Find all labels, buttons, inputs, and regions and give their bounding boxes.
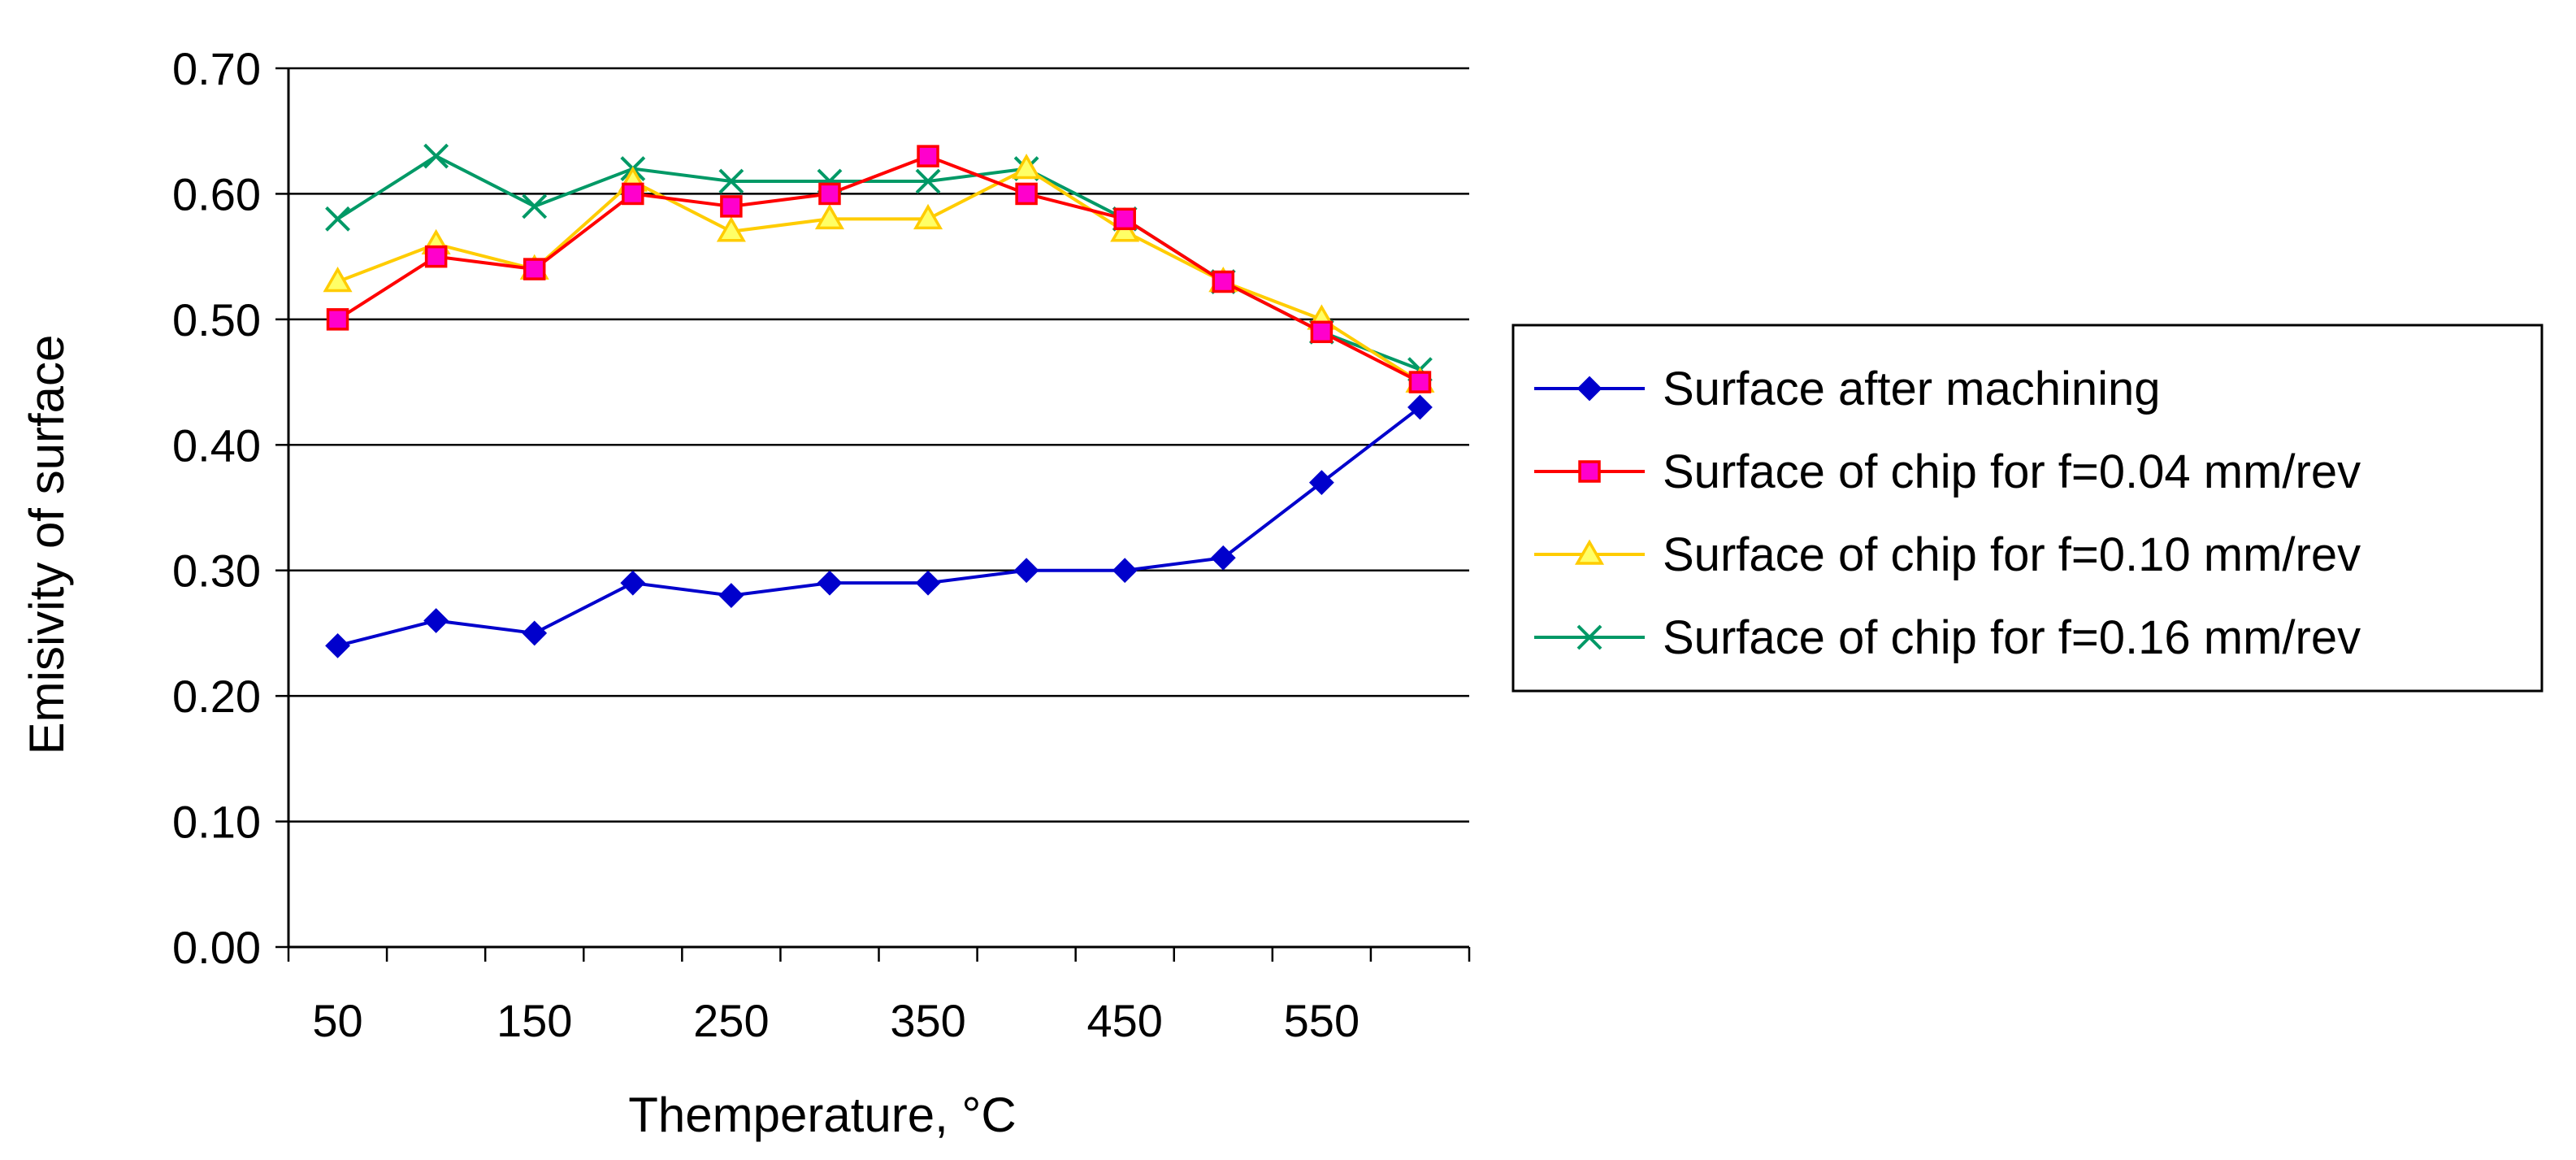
triangle-marker [323, 267, 353, 293]
series-line [337, 406, 1421, 648]
diamond-marker [325, 632, 350, 658]
diamond-marker [817, 570, 843, 596]
axes: 0.00 0.10 0.20 0.30 0.40 0.50 0.60 0.70 50 150 250… [172, 43, 1471, 1046]
x-marker [522, 193, 548, 219]
x-tick-label: 350 [890, 995, 965, 1046]
x-tick-label: 450 [1086, 995, 1162, 1046]
legend-label: Surface of chip for f=0.10 mm/rev [1663, 528, 2361, 581]
square-marker [720, 195, 743, 218]
x-marker [1576, 624, 1602, 650]
series-1 [325, 394, 1433, 658]
triangle-marker [1012, 154, 1042, 180]
triangle-marker [814, 203, 844, 230]
x-marker-stroke [915, 168, 941, 194]
square-marker [326, 308, 349, 331]
square-marker [1408, 371, 1432, 393]
x-marker-stroke [325, 206, 350, 232]
diamond-marker [423, 608, 449, 633]
x-tick-label: 550 [1284, 995, 1360, 1046]
y-axis-title: Emisivity of surface [20, 335, 74, 755]
y-tick-label: 0.30 [172, 545, 261, 597]
series-line [336, 154, 1421, 384]
y-tick-label: 0.70 [172, 43, 261, 94]
series-2 [326, 145, 1432, 393]
data-series [323, 143, 1435, 658]
y-tick-label: 0.00 [172, 922, 261, 973]
x-marker [915, 168, 941, 194]
legend-label: Surface after machining [1663, 363, 2161, 415]
diamond-marker [1112, 558, 1138, 584]
legend-item-3: Surface of chip for f=0.10 mm/rev [1534, 528, 2361, 581]
y-tick-label: 0.10 [172, 797, 261, 848]
x-marker-stroke [718, 168, 744, 194]
triangle-marker [1574, 539, 1605, 565]
x-tick-label: 50 [312, 995, 362, 1046]
x-marker [325, 206, 350, 232]
legend-item-2: Surface of chip for f=0.04 mm/rev [1534, 445, 2361, 498]
diamond-marker [1308, 470, 1334, 496]
square-marker [1015, 182, 1038, 206]
legend-item-1: Surface after machining [1534, 363, 2161, 415]
series-line [336, 167, 1421, 384]
x-marker-stroke [522, 193, 548, 219]
diamond-marker [1576, 376, 1602, 402]
diamond-marker [1013, 558, 1039, 584]
square-marker [818, 182, 841, 206]
square-marker [917, 145, 939, 167]
y-tick-label: 0.20 [172, 671, 261, 722]
series-3 [323, 154, 1435, 393]
legend: Surface after machining Surface of chip f… [1511, 324, 2543, 693]
diamond-marker [620, 570, 646, 596]
legend-label: Surface of chip for f=0.04 mm/rev [1663, 445, 2361, 498]
diamond-marker [522, 620, 548, 646]
diamond-marker [1210, 545, 1236, 571]
square-marker [1310, 320, 1334, 344]
x-tick-label: 250 [693, 995, 769, 1046]
y-tick-label: 0.40 [172, 419, 261, 471]
grid-lines [288, 67, 1469, 823]
x-axis-title: Themperature, °C [628, 1088, 1017, 1142]
x-marker-stroke [1576, 624, 1602, 650]
x-marker-stroke [423, 143, 449, 169]
diamond-marker [1407, 394, 1433, 420]
diamond-marker [718, 583, 744, 609]
square-marker [523, 258, 546, 280]
x-tick-label: 150 [497, 995, 572, 1046]
legend-item-4: Surface of chip for f=0.16 mm/rev [1534, 611, 2361, 664]
square-marker [424, 245, 448, 268]
y-tick-label: 0.60 [172, 168, 261, 219]
legend-label: Surface of chip for f=0.16 mm/rev [1663, 611, 2361, 664]
triangle-marker [913, 203, 943, 230]
triangle-marker [716, 216, 746, 242]
square-marker [1212, 270, 1235, 293]
square-marker [1113, 207, 1136, 231]
x-marker [423, 143, 449, 169]
square-marker [622, 182, 644, 206]
square-marker [1578, 460, 1601, 483]
diamond-marker [915, 570, 941, 596]
legend-box [1511, 324, 2543, 693]
x-marker [718, 168, 744, 194]
y-tick-label: 0.50 [172, 294, 261, 345]
series-line [336, 154, 1421, 371]
